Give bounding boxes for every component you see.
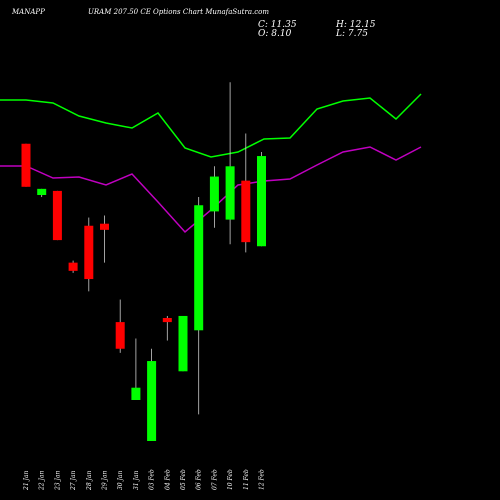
x-axis-ticks: 21 Jan 22 Jan 23 Jan 27 Jan 28 Jan 29 Jan 30 J… <box>23 469 266 491</box>
x-tick-label: 10 Feb <box>227 469 234 490</box>
high-readout: H: 12.15 <box>336 20 376 30</box>
x-tick-label: 22 Jan <box>39 470 46 491</box>
close-readout: C: 11.35 <box>258 20 297 30</box>
candle-body <box>131 387 141 400</box>
close-label: C: <box>258 20 268 30</box>
x-tick-label: 11 Feb <box>243 469 250 490</box>
candle-body <box>162 318 172 323</box>
candle-body <box>225 166 235 220</box>
x-tick-label: 28 Jan <box>86 470 93 491</box>
candle-body <box>68 262 78 271</box>
low-label: L: <box>336 29 346 39</box>
x-tick-label: 05 Feb <box>180 469 187 490</box>
low-value: 7.75 <box>347 29 368 39</box>
indicator-line-green <box>0 93 422 158</box>
candle-body <box>147 361 157 441</box>
high-label: H: <box>336 20 347 30</box>
open-readout: O: 8.10 <box>258 29 291 39</box>
x-tick-label: 23 Jan <box>54 470 61 491</box>
x-tick-label: 06 Feb <box>196 469 203 490</box>
candle-body <box>100 223 109 230</box>
x-tick-label: 03 Feb <box>149 469 156 490</box>
x-tick-label: 07 Feb <box>211 469 218 490</box>
candle-body <box>115 322 125 349</box>
chart-symbol: MANAPP <box>12 8 45 16</box>
close-value: 11.35 <box>270 20 297 30</box>
candles-group <box>21 82 266 441</box>
candle-body <box>21 143 31 187</box>
x-tick-label: 31 Jan <box>133 470 140 490</box>
high-value: 12.15 <box>349 20 376 30</box>
candle-body <box>84 225 94 280</box>
candle-body <box>257 156 266 247</box>
x-tick-label: 29 Jan <box>102 470 109 491</box>
candle-body <box>194 205 204 331</box>
x-tick-label: 04 Feb <box>164 469 171 490</box>
candle-body <box>37 188 47 195</box>
x-tick-label: 12 Feb <box>259 469 266 490</box>
candle-body <box>241 180 251 243</box>
candle-body <box>52 190 62 241</box>
x-tick-label: 27 Jan <box>70 470 77 491</box>
open-value: 8.10 <box>271 29 292 39</box>
x-tick-label: 30 Jan <box>117 470 124 490</box>
chart-title: URAM 207.50 CE Options Chart MunafaSutra… <box>88 8 270 16</box>
x-tick-label: 21 Jan <box>23 470 30 491</box>
candle-body <box>178 315 188 372</box>
open-label: O: <box>258 29 269 39</box>
low-readout: L: 7.75 <box>336 29 368 39</box>
candle-body <box>209 176 219 212</box>
